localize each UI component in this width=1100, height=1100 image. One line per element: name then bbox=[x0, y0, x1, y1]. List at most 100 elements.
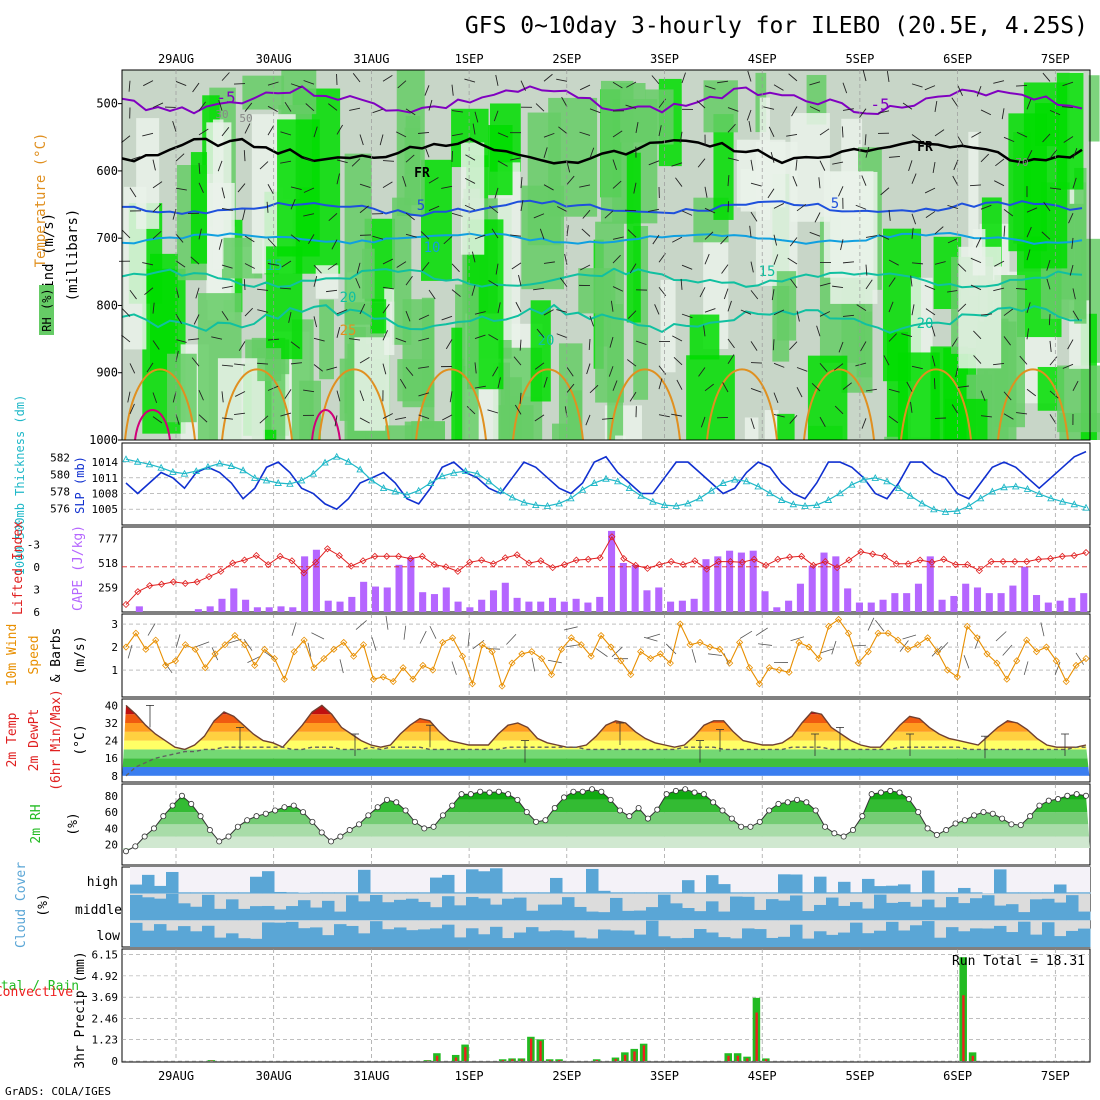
axis-label-rh2m: 2m RH bbox=[29, 804, 44, 843]
wind-barb bbox=[152, 159, 156, 171]
thickness-tick-label: 580 bbox=[50, 469, 70, 482]
rh2m-marker bbox=[1045, 797, 1052, 804]
thickness-marker bbox=[438, 472, 446, 480]
rh-shade-patch bbox=[595, 221, 624, 403]
wind-barb bbox=[127, 391, 131, 403]
wind-barb bbox=[773, 84, 784, 91]
lifted-marker bbox=[632, 561, 640, 569]
wind-barb bbox=[256, 362, 269, 365]
wind-barb bbox=[841, 126, 844, 138]
cape-bar bbox=[1032, 595, 1041, 612]
cloud-bar bbox=[166, 930, 179, 947]
wind-barb bbox=[819, 416, 826, 427]
rh2m-marker bbox=[486, 789, 493, 796]
lifted-marker bbox=[691, 557, 699, 565]
rh-shade-patch bbox=[567, 390, 583, 440]
cloud-bar bbox=[538, 931, 551, 947]
cloud-bar bbox=[562, 892, 575, 894]
lifted-marker bbox=[703, 565, 711, 573]
lifted-marker bbox=[537, 557, 545, 565]
panel-frame-slp bbox=[121, 442, 1091, 526]
wind-barb bbox=[441, 315, 453, 321]
cloud-bar bbox=[322, 892, 335, 894]
wind-barb bbox=[267, 263, 279, 266]
cloud-bar bbox=[478, 898, 491, 921]
wind-barb bbox=[787, 257, 798, 265]
wind-barb bbox=[612, 286, 624, 292]
wind-barb bbox=[257, 309, 269, 313]
precip-convective-bar bbox=[755, 1012, 758, 1061]
wind-barb bbox=[1072, 147, 1078, 159]
contour-temp-15 bbox=[121, 267, 1083, 289]
cape-bar bbox=[312, 549, 320, 612]
wind-barb bbox=[382, 75, 393, 82]
thickness-marker bbox=[251, 473, 259, 481]
thickness-marker bbox=[520, 498, 528, 506]
rh2m-marker bbox=[700, 791, 707, 798]
wind-barb bbox=[842, 82, 848, 94]
cloud-bar bbox=[202, 894, 215, 921]
wind-barb bbox=[980, 204, 992, 210]
rh-shade-patch bbox=[958, 246, 1002, 369]
date-label-bottom: 3SEP bbox=[650, 1069, 679, 1083]
wind-barb bbox=[612, 236, 624, 240]
wind10-marker bbox=[369, 675, 377, 683]
wind-barb bbox=[465, 154, 476, 161]
rh-shade-patch bbox=[945, 398, 988, 440]
thickness-marker bbox=[988, 487, 997, 495]
rh2m-marker bbox=[374, 804, 381, 811]
cloud-bar bbox=[622, 892, 635, 894]
wind-barb bbox=[424, 85, 430, 96]
wind10-marker bbox=[221, 641, 229, 649]
precip-convective-bar bbox=[548, 1060, 552, 1061]
wind-barb bbox=[1003, 413, 1014, 420]
wind-barb bbox=[947, 289, 959, 293]
lifted-marker bbox=[193, 578, 201, 586]
rh2m-marker bbox=[505, 791, 512, 798]
cloud-bar bbox=[970, 898, 983, 921]
thickness-marker bbox=[719, 479, 727, 486]
wind-barb bbox=[862, 70, 867, 82]
wind-barb bbox=[305, 103, 315, 112]
wind-barb bbox=[976, 85, 982, 97]
panel-frame-rh bbox=[121, 783, 1091, 866]
wind10-marker bbox=[171, 657, 180, 665]
wind-barb bbox=[418, 392, 430, 397]
wind-barb bbox=[773, 414, 785, 418]
contour-label: 20 bbox=[538, 333, 555, 349]
wind-barb bbox=[543, 261, 555, 264]
cloud-bar bbox=[178, 926, 191, 947]
wind-barb bbox=[727, 201, 729, 213]
rh-shade-patch bbox=[262, 429, 277, 440]
wind-barb bbox=[237, 183, 246, 193]
rh-shade-patch bbox=[530, 300, 551, 402]
cloud-bar bbox=[814, 904, 827, 921]
cape-bar bbox=[596, 596, 604, 612]
wind-barb bbox=[809, 231, 821, 237]
wind-barb bbox=[768, 126, 775, 137]
wind-barb bbox=[727, 175, 730, 187]
wind-barb bbox=[244, 263, 255, 269]
wind-barb bbox=[144, 287, 154, 296]
cloud-bar bbox=[766, 892, 779, 894]
cloud-bar bbox=[394, 899, 407, 921]
wind-barb bbox=[1062, 363, 1074, 369]
cloud-bar bbox=[154, 898, 167, 921]
lifted-marker bbox=[584, 555, 592, 563]
lifted-marker bbox=[679, 561, 687, 569]
contour-label: 5 bbox=[417, 198, 425, 214]
wind-barb bbox=[195, 287, 200, 299]
wind-barb bbox=[648, 208, 660, 212]
wind-barb bbox=[993, 80, 1005, 84]
lifted-marker bbox=[513, 551, 521, 559]
wind-barb bbox=[957, 136, 965, 147]
rh2m-marker bbox=[672, 787, 679, 794]
contour-label: 30 bbox=[215, 108, 228, 121]
wind10-marker bbox=[904, 645, 912, 653]
wind-barb bbox=[671, 162, 683, 167]
thickness-marker bbox=[157, 463, 165, 471]
cape-bar bbox=[903, 593, 911, 612]
thickness-marker bbox=[918, 499, 926, 507]
wind-barb bbox=[980, 390, 986, 402]
